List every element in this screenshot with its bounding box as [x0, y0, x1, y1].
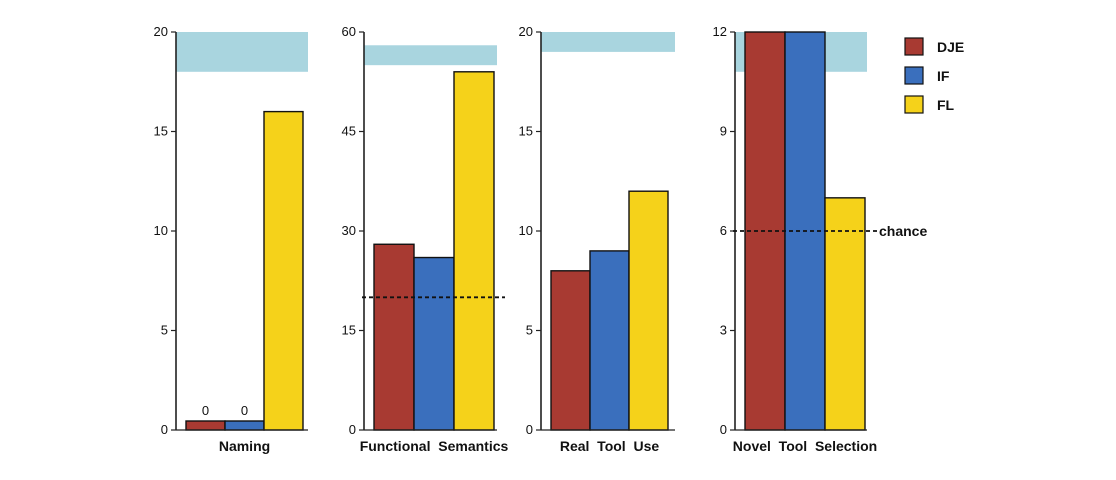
y-tick-label: 60 — [342, 24, 356, 39]
y-tick-label: 45 — [342, 124, 356, 139]
panel-4: 0 3 6 9 12 chance Novel Tool Selection — [713, 24, 928, 454]
x-axis-label: Naming — [219, 438, 270, 454]
legend-item-dje: DJE — [904, 37, 964, 56]
legend-item-fl: FL — [904, 95, 955, 114]
bar-fl — [824, 197, 866, 431]
legend-swatch — [904, 95, 924, 114]
normal-range-band — [176, 32, 308, 72]
y-tick-label: 0 — [349, 422, 356, 437]
y-tick-label: 5 — [161, 323, 168, 338]
y-tick-label: 10 — [519, 223, 533, 238]
bar-dje — [373, 243, 415, 431]
bar-dje — [185, 420, 226, 431]
y-tick-label: 6 — [720, 223, 727, 238]
bar-fl — [453, 71, 495, 431]
y-tick-label: 3 — [720, 323, 727, 338]
panel-1: 0 0 0 5 10 15 20 Naming — [154, 24, 308, 454]
panel-3: 0 5 10 15 20 Real Tool Use — [519, 24, 675, 454]
legend-label: IF — [937, 68, 950, 84]
legend-swatch — [904, 37, 924, 56]
normal-range-band — [541, 32, 675, 52]
legend-label: FL — [937, 97, 955, 113]
data-label: 0 — [202, 403, 209, 418]
bar-fl — [628, 190, 669, 431]
y-tick-label: 9 — [720, 124, 727, 139]
panel-2: 0 15 30 45 60 Functional Semantics — [342, 24, 509, 454]
y-tick-label: 15 — [519, 124, 533, 139]
y-tick-label: 15 — [342, 323, 356, 338]
bar-if — [589, 250, 630, 431]
y-tick-label: 20 — [519, 24, 533, 39]
y-tick-label: 10 — [154, 223, 168, 238]
bar-fl — [263, 110, 304, 431]
y-tick-label: 0 — [161, 422, 168, 437]
x-axis-label: Functional Semantics — [360, 438, 509, 454]
y-tick-label: 20 — [154, 24, 168, 39]
y-tick-label: 15 — [154, 124, 168, 139]
y-tick-label: 12 — [713, 24, 727, 39]
bar-dje — [550, 270, 591, 431]
chance-label: chance — [879, 223, 927, 239]
x-axis-label: Novel Tool Selection — [733, 438, 877, 454]
legend-swatch — [904, 66, 924, 85]
y-tick-label: 5 — [526, 323, 533, 338]
legend-item-if: IF — [904, 66, 950, 85]
y-tick-label: 0 — [526, 422, 533, 437]
bar-if — [413, 256, 455, 431]
y-tick-label: 0 — [720, 422, 727, 437]
data-label: 0 — [241, 403, 248, 418]
legend: DJE IF FL — [904, 37, 964, 114]
y-tick-label: 30 — [342, 223, 356, 238]
bar-if — [224, 420, 265, 431]
legend-label: DJE — [937, 39, 964, 55]
x-axis-label: Real Tool Use — [560, 438, 660, 454]
normal-range-band — [364, 45, 497, 66]
